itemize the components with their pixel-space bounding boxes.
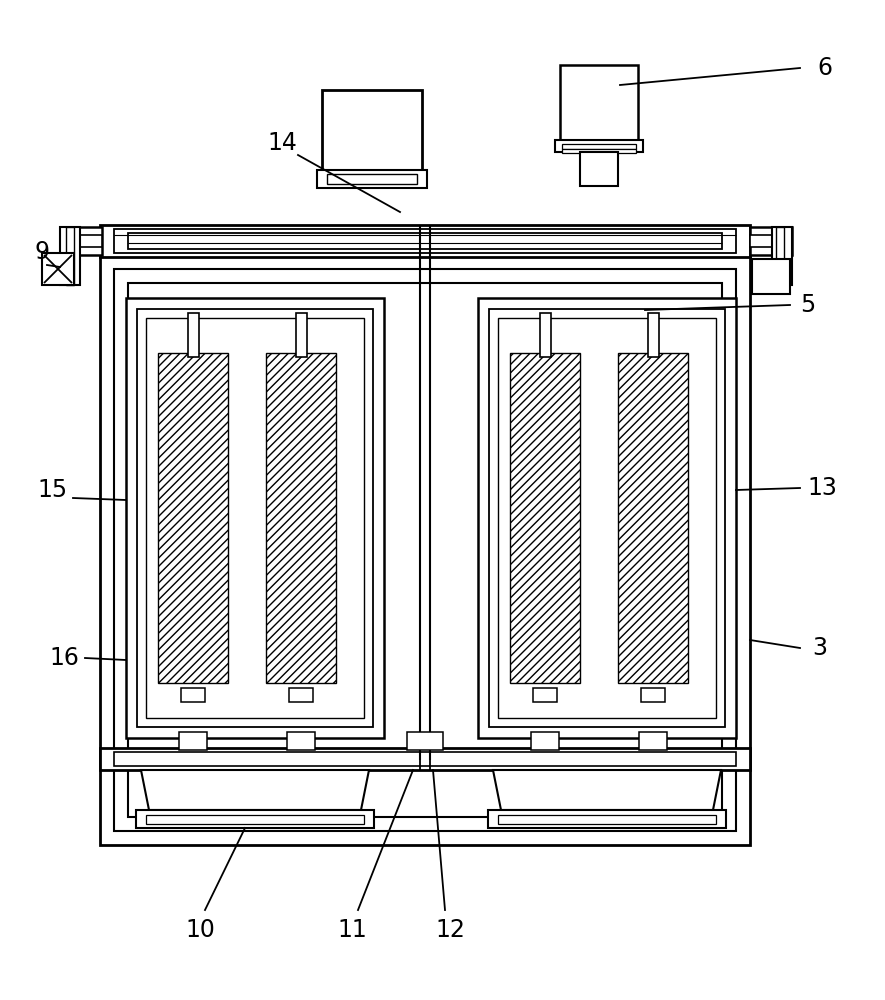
- Bar: [533, 688, 557, 702]
- Bar: [488, 810, 726, 828]
- Bar: [478, 298, 736, 738]
- Text: 6: 6: [818, 56, 833, 80]
- Bar: [128, 233, 722, 249]
- Bar: [327, 174, 417, 184]
- Bar: [641, 688, 665, 702]
- Bar: [188, 313, 199, 357]
- Bar: [100, 255, 750, 845]
- Text: 10: 10: [185, 918, 215, 942]
- Bar: [562, 149, 636, 153]
- Bar: [289, 688, 313, 702]
- Text: 12: 12: [435, 918, 465, 942]
- Bar: [60, 227, 102, 255]
- Bar: [114, 752, 736, 766]
- Bar: [776, 227, 784, 285]
- Bar: [322, 90, 422, 170]
- Bar: [114, 229, 736, 253]
- Bar: [540, 313, 551, 357]
- Text: 16: 16: [49, 646, 79, 670]
- Bar: [489, 309, 725, 727]
- Polygon shape: [493, 770, 721, 810]
- Bar: [136, 810, 374, 828]
- Bar: [128, 283, 722, 817]
- Text: 9: 9: [35, 240, 50, 264]
- Bar: [126, 298, 384, 738]
- Bar: [750, 227, 792, 255]
- Bar: [146, 815, 364, 824]
- Bar: [179, 732, 207, 750]
- Bar: [510, 353, 580, 683]
- Bar: [287, 732, 315, 750]
- Bar: [498, 815, 716, 824]
- Bar: [158, 353, 228, 683]
- Bar: [648, 313, 659, 357]
- Polygon shape: [141, 770, 369, 810]
- Text: 11: 11: [337, 918, 367, 942]
- Bar: [137, 309, 373, 727]
- Bar: [562, 144, 636, 149]
- Bar: [560, 65, 638, 140]
- Bar: [100, 748, 750, 770]
- Bar: [498, 318, 716, 718]
- Text: 14: 14: [267, 131, 297, 155]
- Bar: [296, 313, 307, 357]
- Bar: [752, 259, 790, 294]
- Text: 13: 13: [807, 476, 837, 500]
- Bar: [618, 353, 688, 683]
- Text: 5: 5: [800, 293, 816, 317]
- Bar: [60, 227, 80, 285]
- Bar: [114, 269, 736, 831]
- Bar: [750, 235, 792, 247]
- Bar: [555, 140, 643, 152]
- Bar: [531, 732, 559, 750]
- Text: 15: 15: [38, 478, 68, 502]
- Bar: [146, 318, 364, 718]
- Bar: [42, 253, 74, 285]
- Bar: [60, 235, 102, 247]
- Bar: [266, 353, 336, 683]
- Text: 3: 3: [812, 636, 827, 660]
- Bar: [580, 152, 618, 186]
- Bar: [317, 170, 427, 188]
- Bar: [181, 688, 205, 702]
- Bar: [407, 732, 443, 750]
- Bar: [100, 225, 750, 257]
- Bar: [772, 227, 792, 285]
- Bar: [66, 227, 74, 285]
- Bar: [639, 732, 667, 750]
